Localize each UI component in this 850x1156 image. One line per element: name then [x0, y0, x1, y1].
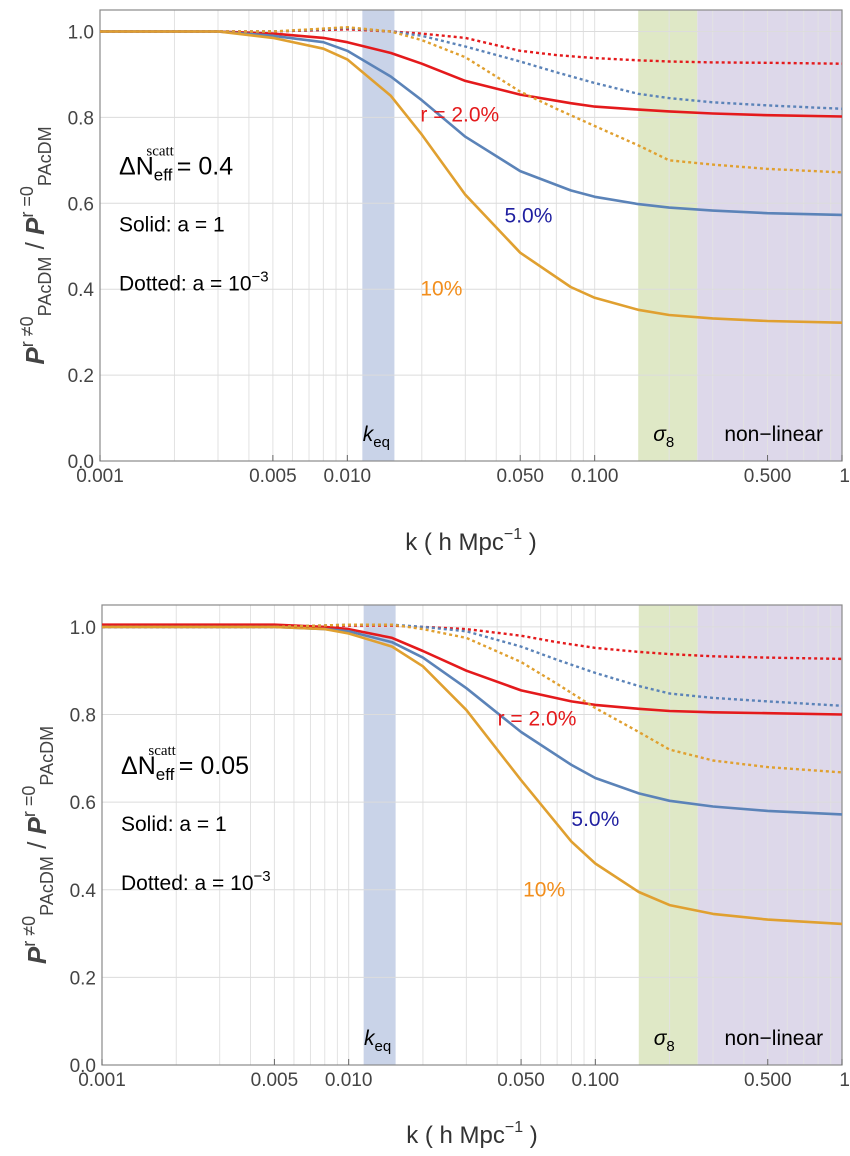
curve-label: 10%: [523, 878, 565, 901]
region-label-sigma8: σ8: [654, 1027, 675, 1055]
y-tick-label: 0.4: [70, 881, 97, 902]
dotted-legend-note: Dotted: a = 10−3: [119, 269, 269, 296]
region-nonlinear: [697, 605, 842, 1065]
region-nonlinear: [697, 10, 842, 461]
solid-legend-note: Solid: a = 1: [119, 214, 225, 237]
y-tick-label: 0.2: [70, 968, 96, 989]
region-label-nonlinear: non−linear: [724, 423, 823, 446]
chart-panel-1: 0.001 0.005 0.010 0.050 0.100 0.500 1 0.0 0.2 0.4…: [17, 9, 850, 556]
region-keq: [363, 605, 396, 1065]
region-sigma8: [638, 10, 698, 461]
dotted-legend-note: Dotted: a = 10−3: [121, 868, 271, 895]
delta-neff-annotation: ΔNeffscatt = 0.4: [119, 144, 233, 185]
region-label-sigma8: σ8: [653, 423, 674, 451]
region-sigma8: [638, 605, 698, 1065]
curve-label: r = 2.0%: [498, 707, 577, 730]
y-tick-label: 0.2: [68, 366, 94, 387]
chart-panel-2: 0.001 0.005 0.010 0.050 0.100 0.500 1 0.0 0.2 0.4…: [19, 604, 850, 1149]
x-tick-label: 1: [839, 1070, 850, 1091]
x-tick-label: 0.010: [324, 466, 372, 487]
y-tick-label: 0.6: [68, 194, 94, 215]
x-tick-label: 0.010: [325, 1070, 373, 1091]
x-tick-label: 0.500: [744, 466, 792, 487]
x-tick-label: 0.005: [251, 1070, 299, 1091]
x-tick-label: 0.005: [249, 466, 297, 487]
x-tick-label: 0.100: [572, 1070, 620, 1091]
x-tick-label: 0.050: [497, 1070, 545, 1091]
x-tick-label: 0.001: [76, 466, 124, 487]
series-line-2_0pct-solid: [102, 623, 843, 716]
series-line-10pct-solid: [100, 30, 843, 324]
x-tick-label: 0.100: [571, 466, 619, 487]
curve-label: 5.0%: [505, 205, 553, 228]
y-tick-label: 0.0: [68, 452, 94, 473]
x-tick-label: 0.500: [744, 1070, 792, 1091]
solid-legend-note: Solid: a = 1: [121, 813, 227, 836]
curve-label: r = 2.0%: [420, 104, 499, 127]
curve-label: 10%: [420, 278, 462, 301]
y-tick-label: 0.4: [68, 280, 95, 301]
y-tick-label: 0.0: [70, 1056, 96, 1077]
series-line-10pct-solid: [102, 625, 843, 926]
y-tick-label: 0.6: [70, 793, 96, 814]
curve-label: 5.0%: [571, 808, 619, 831]
y-axis-label: Pr ≠0PAcDM / Pr =0PAcDM: [17, 126, 55, 364]
x-tick-label: 0.001: [78, 1070, 126, 1091]
y-axis-label: Pr ≠0PAcDM / Pr =0PAcDM: [19, 726, 57, 964]
y-tick-label: 0.8: [68, 108, 94, 129]
series-line-10pct-dotted: [102, 623, 843, 774]
x-tick-label: 1: [839, 466, 850, 487]
series-line-5_0pct-solid: [100, 30, 843, 217]
series-line-10pct-dotted: [100, 26, 843, 174]
region-label-keq: keq: [364, 1027, 391, 1055]
plot-frame: [99, 9, 843, 462]
x-axis-label: k ( h Mpc−1 ): [405, 526, 537, 556]
region-label-nonlinear: non−linear: [725, 1027, 824, 1050]
region-label-keq: keq: [363, 423, 390, 451]
x-axis-label: k ( h Mpc−1 ): [406, 1119, 538, 1149]
x-tick-label: 0.050: [496, 466, 544, 487]
plot-frame: [101, 604, 843, 1066]
y-tick-label: 0.8: [70, 706, 96, 727]
y-tick-label: 1.0: [70, 618, 96, 639]
y-tick-label: 1.0: [68, 22, 94, 43]
series-line-2_0pct-solid: [100, 30, 843, 118]
delta-neff-annotation: ΔNeffscatt = 0.05: [121, 743, 249, 784]
